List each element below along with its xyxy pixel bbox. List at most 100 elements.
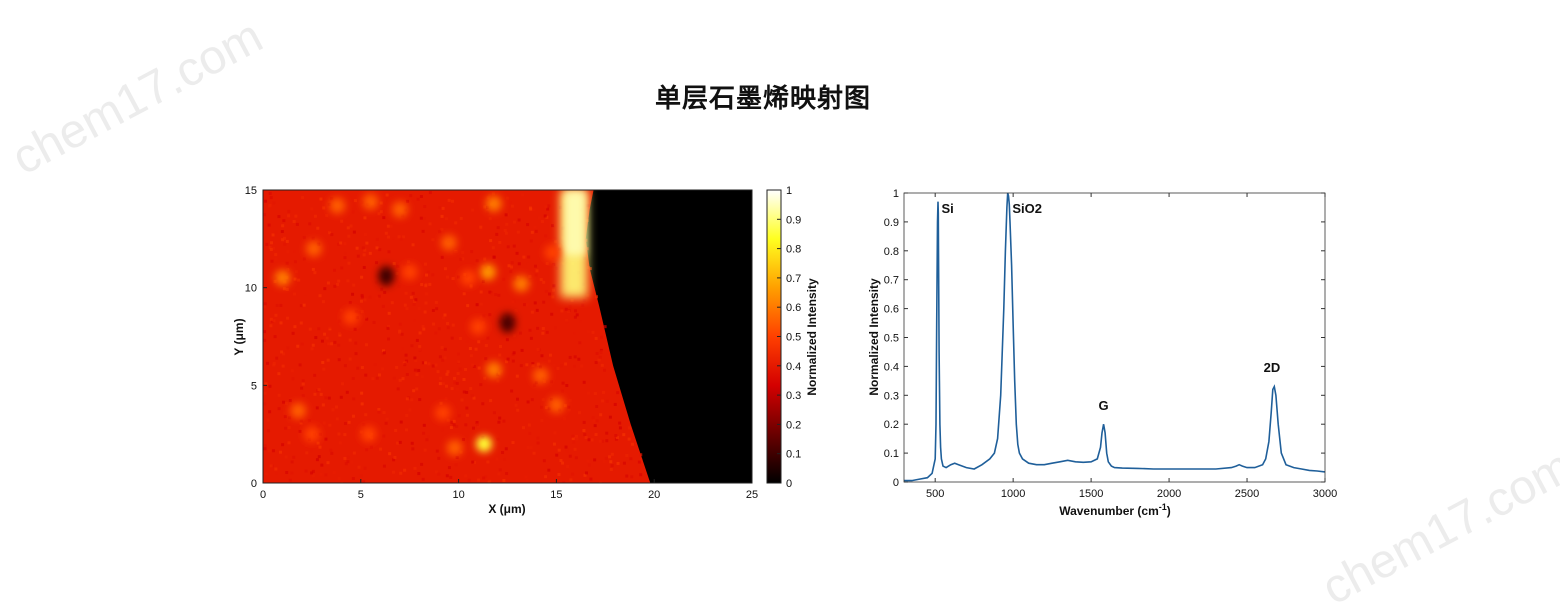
- map-speckle: [545, 262, 549, 266]
- map-speckle: [468, 347, 472, 351]
- map-speckle: [272, 246, 276, 250]
- map-speckle: [355, 246, 359, 250]
- map-speckle: [354, 352, 358, 356]
- map-speckle: [379, 201, 383, 205]
- map-bright-spot: [548, 396, 565, 413]
- map-speckle: [319, 197, 323, 201]
- map-speckle: [586, 266, 590, 270]
- map-speckle: [622, 461, 626, 465]
- map-speckle: [434, 363, 438, 367]
- map-speckle: [331, 408, 335, 412]
- map-speckle: [346, 455, 350, 459]
- map-speckle: [324, 396, 328, 400]
- map-speckle: [374, 281, 378, 285]
- map-speckle: [395, 365, 399, 369]
- map-speckle: [437, 472, 441, 476]
- map-speckle: [471, 460, 475, 464]
- map-speckle: [322, 421, 326, 425]
- map-speckle: [441, 316, 445, 320]
- map-speckle: [587, 463, 591, 467]
- map-speckle: [508, 356, 512, 360]
- map-speckle: [457, 352, 461, 356]
- spectrum-x-tick-label: 2000: [1157, 488, 1181, 500]
- map-speckle: [431, 238, 435, 242]
- map-speckle: [591, 416, 595, 420]
- map-speckle: [514, 403, 518, 407]
- map-speckle: [369, 445, 373, 449]
- map-speckle: [360, 293, 364, 297]
- map-speckle: [461, 251, 465, 255]
- map-speckle: [593, 424, 597, 428]
- map-speckle: [488, 313, 492, 317]
- map-speckle: [565, 447, 569, 451]
- map-speckle: [405, 397, 409, 401]
- map-speckle: [512, 277, 516, 281]
- map-speckle: [504, 360, 508, 364]
- map-speckle: [272, 361, 276, 365]
- map-speckle: [510, 389, 514, 393]
- map-speckle: [290, 471, 294, 475]
- map-speckle: [534, 229, 538, 233]
- map-speckle: [328, 325, 332, 329]
- map-speckle: [384, 421, 388, 425]
- map-speckle: [438, 382, 442, 386]
- map-speckle: [421, 325, 425, 329]
- map-speckle: [399, 420, 403, 424]
- map-speckle: [584, 436, 588, 440]
- map-speckle: [345, 390, 349, 394]
- map-speckle: [494, 293, 498, 297]
- map-speckle: [352, 283, 356, 287]
- colorbar-axes: 0 0.1 0.2 0.3 0.4 0.5 0.6 0.7 0.8 0.9 1: [777, 185, 801, 490]
- map-speckle: [321, 360, 325, 364]
- colorbar-tick-label: 0: [786, 478, 792, 490]
- map-speckle: [301, 382, 305, 386]
- map-plot-area: [263, 190, 752, 483]
- map-speckle: [516, 230, 520, 234]
- map-speckle: [360, 391, 364, 395]
- map-speckle: [304, 295, 308, 299]
- map-speckle: [639, 473, 643, 477]
- map-speckle: [474, 347, 478, 351]
- map-speckle: [281, 238, 285, 242]
- map-speckle: [431, 308, 435, 312]
- map-speckle: [586, 204, 590, 208]
- map-speckle: [505, 222, 509, 226]
- map-speckle: [348, 338, 352, 342]
- map-speckle: [326, 281, 330, 285]
- map-speckle: [275, 303, 279, 307]
- map-speckle: [352, 397, 356, 401]
- map-speckle: [263, 391, 267, 395]
- map-speckle: [386, 235, 390, 239]
- map-speckle: [495, 457, 499, 461]
- map-speckle: [277, 372, 281, 376]
- map-speckle: [310, 471, 314, 475]
- spectrum-y-tick-label: 0: [893, 477, 899, 489]
- map-speckle: [319, 472, 323, 476]
- map-speckle: [291, 402, 295, 406]
- map-speckle: [424, 262, 428, 266]
- map-speckle: [594, 361, 598, 365]
- map-speckle: [602, 390, 606, 394]
- map-speckle: [479, 302, 483, 306]
- map-speckle: [316, 441, 320, 445]
- map-speckle: [616, 461, 620, 465]
- map-speckle: [340, 266, 344, 270]
- map-speckle: [477, 366, 481, 370]
- map-speckle: [416, 197, 420, 201]
- map-speckle: [396, 441, 400, 445]
- map-speckle: [527, 423, 531, 427]
- spectrum-x-tick-label: 2500: [1235, 488, 1259, 500]
- map-speckle: [308, 222, 312, 226]
- map-speckle: [415, 338, 419, 342]
- map-speckle: [328, 228, 332, 232]
- map-speckle: [557, 448, 561, 452]
- map-speckle: [417, 368, 421, 372]
- map-speckle: [410, 441, 414, 445]
- map-speckle: [285, 261, 289, 265]
- map-speckle: [553, 326, 557, 330]
- map-speckle: [392, 458, 396, 462]
- map-speckle: [438, 355, 442, 359]
- map-speckle: [411, 243, 415, 247]
- map-speckle: [288, 399, 292, 403]
- map-speckle: [420, 283, 424, 287]
